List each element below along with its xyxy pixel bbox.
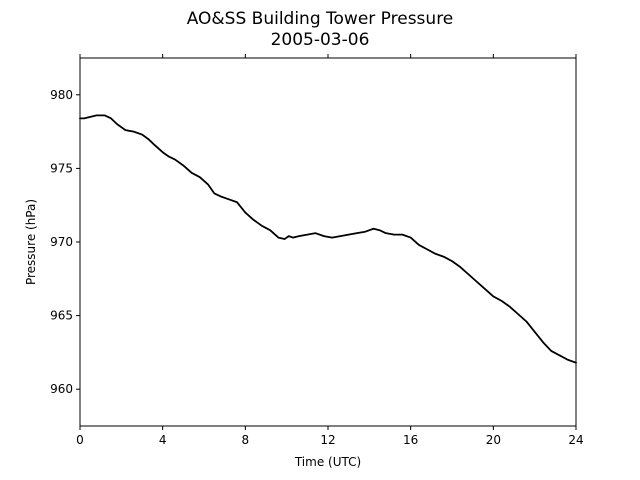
x-tick-label: 12 [320, 433, 335, 447]
y-tick-label: 965 [50, 309, 73, 323]
x-tick-label: 20 [486, 433, 501, 447]
chart-subtitle: 2005-03-06 [271, 30, 370, 50]
pressure-series-line [79, 114, 577, 364]
x-axis-label: Time (UTC) [294, 455, 361, 469]
y-tick-label: 970 [50, 235, 73, 249]
line-layer [79, 114, 577, 364]
plot-frame [79, 57, 577, 427]
y-tick-label: 975 [50, 161, 73, 175]
y-axis-label: Pressure (hPa) [24, 199, 38, 285]
x-tick-label: 24 [568, 433, 583, 447]
x-tick-label: 8 [242, 433, 250, 447]
x-tick-label: 0 [76, 433, 84, 447]
y-tick-label: 980 [50, 88, 73, 102]
ticks-layer: 0 4 8 12 16 20 24 960 965 970 975 980 [50, 54, 584, 447]
chart-title: AO&SS Building Tower Pressure [187, 9, 454, 29]
y-tick-label: 960 [50, 382, 73, 396]
x-tick-label: 16 [403, 433, 418, 447]
x-tick-label: 4 [159, 433, 167, 447]
